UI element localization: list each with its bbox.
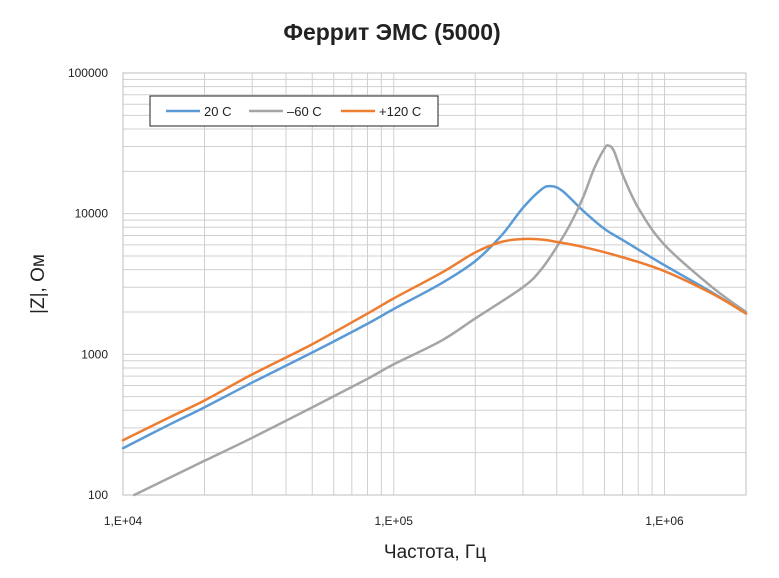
legend: 20 C –60 C +120 C <box>149 95 439 127</box>
y-tick-labels: 100 1000 10000 100000 <box>68 66 108 502</box>
y-tick-label: 100000 <box>68 66 108 80</box>
series-line-3 <box>121 237 748 442</box>
series-line-1 <box>121 184 748 450</box>
series-lines <box>121 144 748 497</box>
legend-label: 20 C <box>204 104 231 119</box>
x-tick-label: 1,E+05 <box>375 514 414 528</box>
x-tick-label: 1,E+04 <box>104 514 143 528</box>
legend-label: –60 C <box>287 104 322 119</box>
gridlines <box>122 73 747 496</box>
legend-label: +120 C <box>379 104 421 119</box>
x-tick-labels: 1,E+04 1,E+05 1,E+06 <box>104 514 684 528</box>
x-axis-title: Частота, Гц <box>384 542 486 563</box>
chart-title: Феррит ЭМС (5000) <box>283 19 500 45</box>
series-line-2 <box>132 144 748 497</box>
y-tick-label: 1000 <box>81 347 108 361</box>
y-axis-title: |Z|, Ом <box>28 254 49 314</box>
x-tick-label: 1,E+06 <box>645 514 684 528</box>
y-tick-label: 100 <box>88 488 108 502</box>
plot-frame <box>122 72 747 496</box>
y-tick-label: 10000 <box>75 207 109 221</box>
